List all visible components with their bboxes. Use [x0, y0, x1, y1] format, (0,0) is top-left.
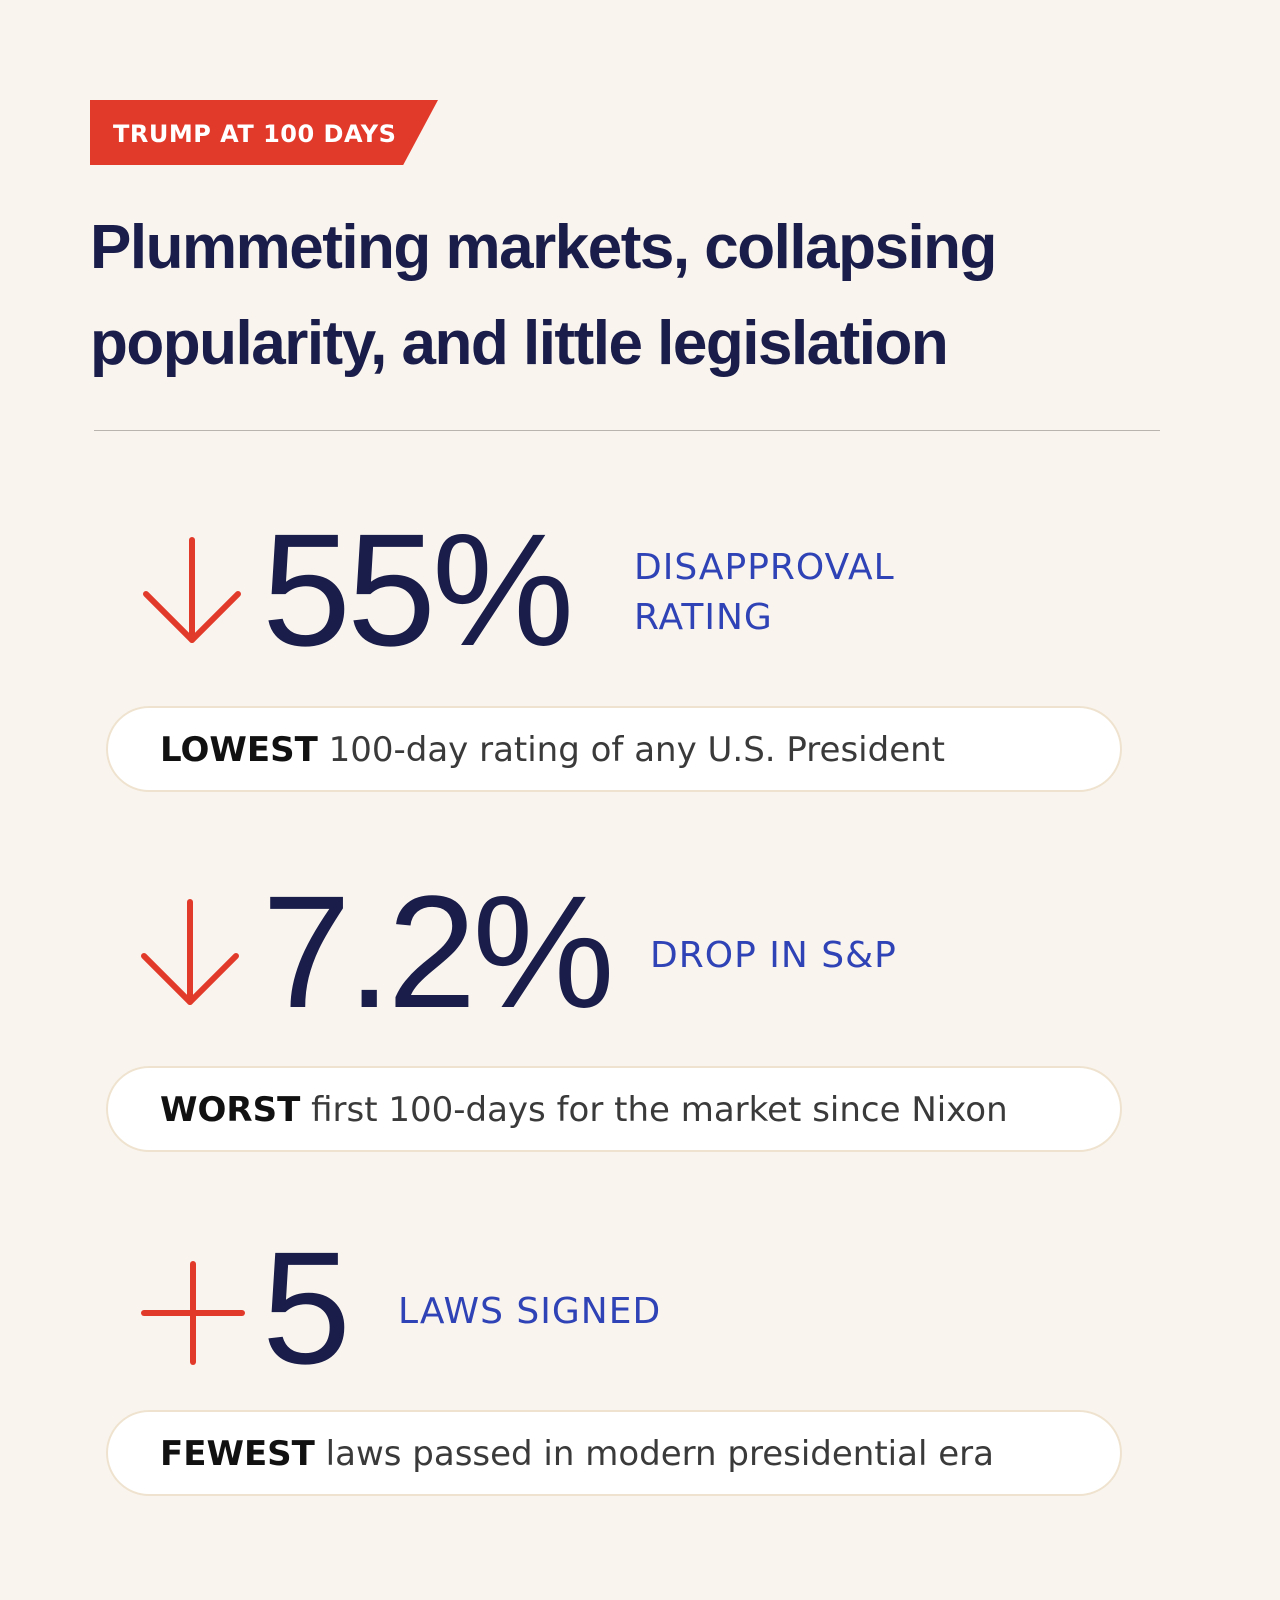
- down-arrow-icon: [143, 537, 241, 643]
- disapproval-note-pill: LOWEST 100-day rating of any U.S. Presid…: [106, 706, 1122, 792]
- disapproval-note-text: 100-day rating of any U.S. President: [328, 730, 945, 770]
- laws-note-text: laws passed in modern presidential era: [325, 1434, 994, 1474]
- section-tag: [90, 100, 438, 165]
- sp-drop-value: 7.2%: [262, 862, 615, 1041]
- down-arrow-icon: [141, 899, 239, 1005]
- laws-note-pill: FEWEST laws passed in modern presidentia…: [106, 1410, 1122, 1496]
- laws-value: 5: [262, 1218, 351, 1397]
- disapproval-note-strong: LOWEST: [160, 730, 318, 770]
- divider: [94, 430, 1160, 431]
- page-title: Plummeting markets, collapsing popularit…: [90, 213, 997, 378]
- section-tag-label: TRUMP AT 100 DAYS: [113, 120, 397, 148]
- disapproval-label-line2: RATING: [634, 597, 773, 638]
- sp-drop-note-text: first 100-days for the market since Nixo…: [311, 1090, 1008, 1130]
- plus-icon: [141, 1261, 245, 1365]
- laws-note-strong: FEWEST: [160, 1434, 315, 1474]
- laws-label: LAWS SIGNED: [398, 1291, 662, 1332]
- sp-drop-note-pill: WORST first 100-days for the market sinc…: [106, 1066, 1122, 1152]
- disapproval-note: LOWEST 100-day rating of any U.S. Presid…: [160, 730, 945, 770]
- disapproval-label-line1: DISAPPROVAL: [634, 547, 895, 588]
- laws-note: FEWEST laws passed in modern presidentia…: [160, 1434, 994, 1474]
- sp-drop-label: DROP IN S&P: [650, 935, 897, 976]
- sp-drop-note-strong: WORST: [160, 1090, 301, 1130]
- disapproval-value: 55%: [262, 500, 574, 679]
- sp-drop-note: WORST first 100-days for the market sinc…: [160, 1090, 1008, 1130]
